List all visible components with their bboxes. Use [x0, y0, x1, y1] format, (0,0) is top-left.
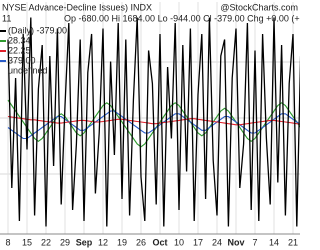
source: @StockCharts.com	[220, 2, 298, 12]
x-tick-label: 15	[22, 237, 32, 247]
x-tick-label: Nov	[227, 237, 244, 247]
page: 8 15 22 29 Sep 12 19 26 Oct 10 17 24 Nov 7 14 21 NYSE A…	[0, 2, 300, 248]
x-tick-label: 10	[174, 237, 184, 247]
chart: 8 15 22 29 Sep 12 19 26 Oct 10 17 24 Nov 7 14 21 NYSE A…	[0, 2, 300, 248]
date: 11	[2, 13, 11, 23]
x-tick-label: 22	[41, 237, 51, 247]
legend-label: undefined	[8, 65, 48, 75]
x-tick-label: 17	[193, 237, 203, 247]
legend-label: 22.25	[8, 45, 31, 55]
x-tick-label: 19	[117, 237, 127, 247]
x-tick-label: Sep	[76, 237, 93, 247]
x-tick-label: Oct	[152, 237, 167, 247]
x-tick-label: 7	[252, 237, 257, 247]
series-line	[7, 17, 300, 227]
chart-title: NYSE Advance-Decline Issues) INDX	[2, 2, 152, 12]
quote: Op -680.00 Hi 1684.00 Lo -944.00 Cl -379…	[64, 13, 300, 23]
x-axis-labels: 8 15 22 29 Sep 12 19 26 Oct 10 17 24 Nov 7 14 21	[5, 237, 298, 247]
x-tick-label: 21	[288, 237, 298, 247]
legend-label: 379.00	[8, 55, 36, 65]
x-tick-label: 8	[5, 237, 10, 247]
legend-label: (Daily) -379.00	[8, 25, 67, 35]
plot-area	[7, 17, 300, 227]
x-tick-label: 29	[60, 237, 70, 247]
x-tick-label: 24	[212, 237, 222, 247]
legend-label: 28.34	[8, 35, 31, 45]
x-tick-label: 12	[98, 237, 108, 247]
header: NYSE Advance-Decline Issues) INDX @Stock…	[2, 2, 300, 23]
x-tick-label: 26	[136, 237, 146, 247]
x-tick-label: 14	[269, 237, 279, 247]
